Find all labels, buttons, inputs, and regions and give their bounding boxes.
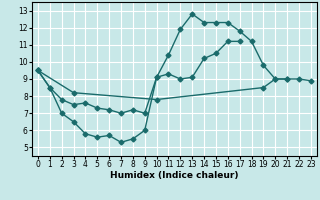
X-axis label: Humidex (Indice chaleur): Humidex (Indice chaleur): [110, 171, 239, 180]
